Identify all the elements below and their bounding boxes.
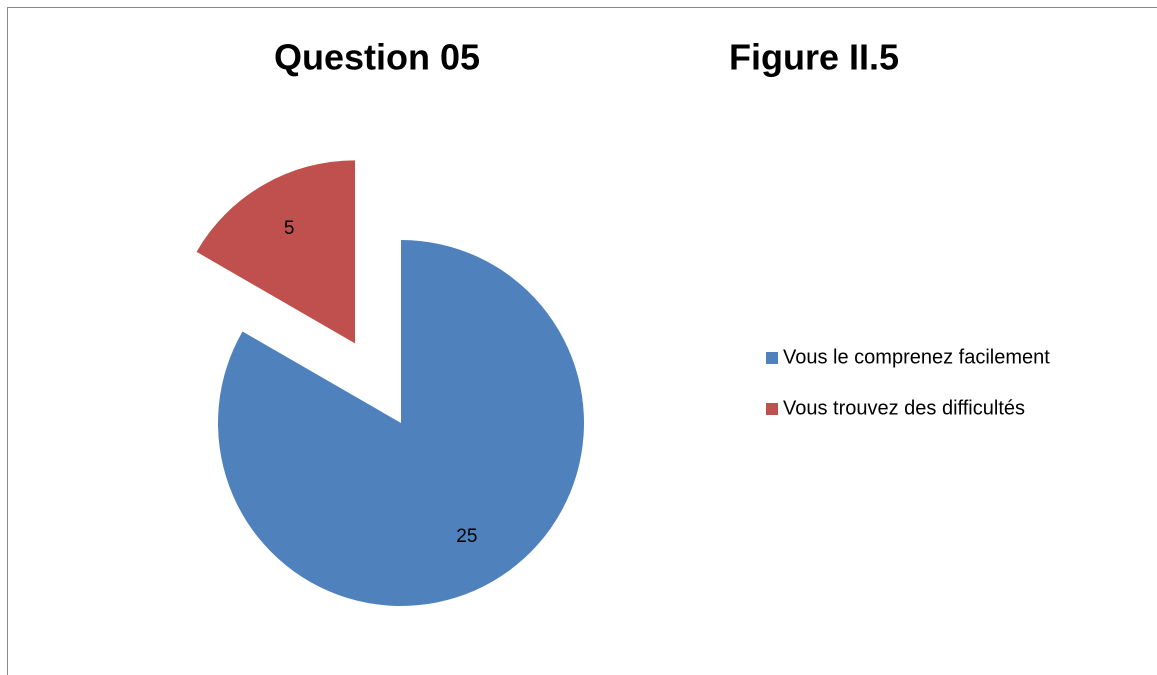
chart-frame <box>7 7 1157 675</box>
pie-slice <box>196 160 355 344</box>
data-label: 25 <box>456 526 477 547</box>
data-label: 5 <box>284 218 295 239</box>
legend-swatch <box>766 403 778 415</box>
legend-label: Vous le comprenez facilement <box>783 346 1050 368</box>
annotation: Figure II.5 <box>729 37 899 78</box>
legend-swatch <box>766 352 778 364</box>
legend-label: Vous trouvez des difficultés <box>783 397 1025 419</box>
pie-slice <box>217 240 584 606</box>
chart-title: Question 05 <box>274 37 480 78</box>
